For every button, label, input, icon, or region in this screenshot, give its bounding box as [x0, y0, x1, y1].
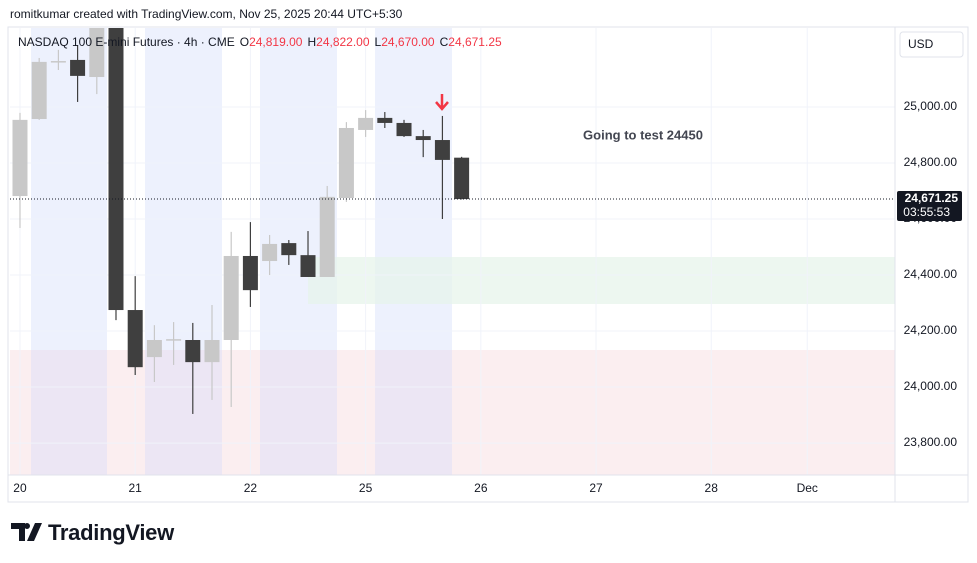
candle-body — [12, 119, 28, 197]
x-tick-label: 20 — [13, 481, 27, 495]
candle-body — [31, 61, 47, 120]
x-tick-label: 22 — [244, 481, 258, 495]
y-tick-label: 24,200.00 — [904, 323, 958, 337]
ohlc-key: H — [307, 35, 317, 49]
candle-body — [89, 28, 105, 78]
ohlc-key: C — [439, 35, 449, 49]
ohlc-key: L — [374, 35, 382, 49]
y-tick-label: 25,000.00 — [904, 99, 958, 113]
ohlc-legend: NASDAQ 100 E-mini Futures · 4h · CME O24,… — [18, 35, 502, 49]
supply-zone — [10, 350, 895, 475]
candle-body — [281, 243, 297, 256]
target-zone — [308, 257, 895, 304]
currency: USD — [908, 37, 934, 51]
ohlc-value: 24,819.00 — [249, 35, 303, 49]
zone-overlap — [260, 350, 337, 475]
candle-body — [223, 255, 239, 341]
candle-body — [454, 157, 470, 200]
last-price-box — [897, 191, 962, 222]
zone-overlap — [31, 350, 107, 475]
candle-body — [242, 255, 258, 291]
ohlc-value: 24,671.25 — [448, 35, 502, 49]
currency-box[interactable] — [899, 31, 964, 58]
candle-body — [185, 340, 201, 363]
x-tick-label: 25 — [359, 481, 373, 495]
candle-body — [127, 310, 143, 368]
y-tick-label: 23,800.00 — [904, 435, 958, 449]
ohlc-key: O — [239, 35, 250, 49]
candle-body — [70, 59, 86, 76]
candle-body — [415, 136, 431, 141]
candle-body — [358, 117, 374, 130]
ohlc-value: 24,670.00 — [381, 35, 435, 49]
x-tick-label: 27 — [589, 481, 603, 495]
zone-overlap — [375, 350, 452, 475]
x-tick-label: 28 — [705, 481, 719, 495]
zone-overlap — [145, 350, 222, 475]
frame — [7, 26, 969, 503]
candle-body — [166, 339, 182, 341]
logo: TradingView — [48, 520, 174, 545]
y-tick-label: 24,000.00 — [904, 379, 958, 393]
candle-body — [108, 28, 124, 311]
candle-body — [396, 122, 412, 137]
x-tick-label: Dec — [797, 481, 818, 495]
symbol: NASDAQ 100 E-mini Futures · 4h · CME — [18, 35, 235, 49]
candle-body — [50, 61, 66, 63]
x-tick-label: 21 — [129, 481, 143, 495]
annotation: Going to test 24450 — [583, 127, 703, 142]
candle-body — [300, 255, 316, 277]
candle-body — [146, 340, 162, 358]
session-band — [145, 28, 222, 350]
candle-body — [204, 340, 220, 363]
candle-body — [319, 196, 335, 277]
credit: romitkumar created with TradingView.com,… — [10, 7, 403, 21]
y-tick-label: 24,400.00 — [904, 267, 958, 281]
candle-body — [338, 127, 354, 199]
candle-body — [262, 243, 278, 262]
arrow-down — [435, 94, 449, 111]
last-price-label: 24,671.25 — [905, 191, 959, 205]
ohlc-value: 24,822.00 — [316, 35, 370, 49]
candle-body — [377, 117, 393, 123]
x-tick-label: 26 — [474, 481, 488, 495]
y-tick-label: 24,800.00 — [904, 155, 958, 169]
logo-icon — [11, 523, 42, 541]
background-zones — [10, 28, 895, 475]
candle-body — [434, 140, 450, 160]
countdown: 03:55:53 — [903, 205, 950, 219]
